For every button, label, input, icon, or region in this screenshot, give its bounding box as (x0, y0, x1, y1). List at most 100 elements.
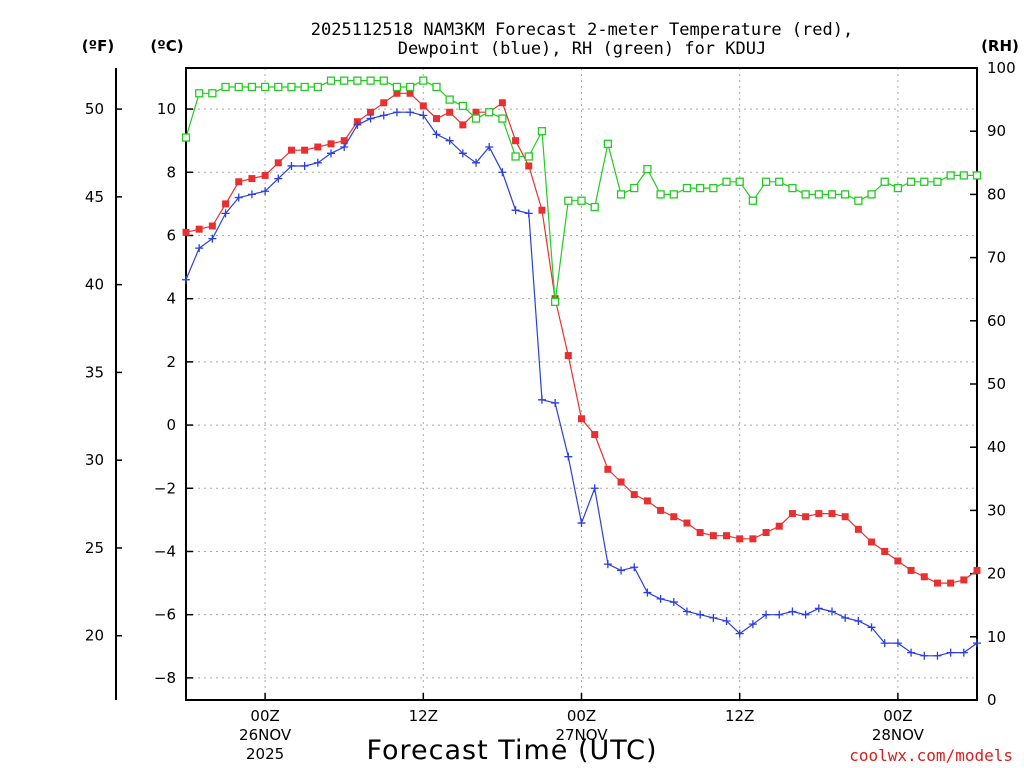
temperature-point (538, 206, 546, 214)
dewpoint-point (182, 275, 190, 284)
temperature-point (419, 102, 427, 110)
temperature-point (393, 89, 401, 97)
temperature-point (788, 510, 796, 518)
dewpoint-point (801, 610, 810, 619)
rh-point (445, 95, 454, 104)
dewpoint-point (841, 613, 850, 622)
temperature-point (472, 108, 480, 116)
dewpoint-point (775, 610, 784, 619)
temperature-point (802, 513, 810, 521)
dewpoint-point (419, 111, 428, 120)
rh-point (801, 190, 810, 199)
rh-point (379, 76, 388, 85)
time-tick-date-label: 28NOV (872, 726, 925, 744)
fahrenheit-tick-label: 25 (85, 539, 104, 557)
rh-tick-label: 20 (987, 565, 1006, 583)
temperature-point (894, 557, 902, 565)
rh-point (300, 82, 309, 92)
temperature-series (182, 89, 981, 587)
dewpoint-line (185, 111, 978, 657)
rh-point (392, 82, 402, 92)
temperature-point (683, 519, 691, 527)
rh-point (854, 196, 863, 205)
rh-point (590, 202, 599, 212)
temperature-point (617, 478, 625, 486)
temperature-point (643, 497, 651, 505)
rh-point (722, 177, 731, 186)
temperature-point (208, 222, 216, 230)
temperature-point (973, 566, 981, 574)
axes: 1086420−2−4−6−85045403530252010090807060… (85, 59, 1016, 763)
temperature-point (578, 415, 585, 423)
dewpoint-point (247, 190, 256, 199)
temperature-point (182, 228, 190, 236)
dewpoint-point (722, 617, 731, 625)
rh-point (247, 82, 257, 92)
temperature-point (406, 89, 414, 97)
rh-point (972, 171, 982, 180)
temperature-point (775, 522, 783, 530)
dewpoint-point (537, 395, 546, 404)
rh-point (498, 114, 507, 123)
time-tick-date-label: 27NOV (555, 726, 608, 744)
rh-point (814, 190, 823, 199)
celsius-tick-label: −4 (154, 542, 176, 560)
temperature-point (525, 162, 533, 170)
time-tick-year-label: 2025 (246, 745, 284, 763)
temperature-point (749, 535, 757, 543)
dewpoint-point (208, 234, 217, 243)
dewpoint-point (287, 161, 296, 170)
dewpoint-point (221, 209, 230, 218)
temperature-point (380, 99, 388, 107)
fahrenheit-tick-label: 35 (85, 363, 104, 381)
rh-point (471, 114, 481, 123)
rh-point (867, 190, 876, 199)
rh-point (550, 297, 560, 306)
dewpoint-point (564, 452, 573, 461)
fahrenheit-tick-label: 30 (85, 451, 104, 469)
temperature-point (367, 108, 375, 116)
time-tick-label: 12Z (725, 707, 754, 725)
rh-point (432, 82, 441, 92)
dewpoint-point (603, 560, 612, 569)
fahrenheit-tick-label: 40 (85, 276, 104, 294)
rh-point (709, 183, 718, 193)
temperature-point (696, 529, 704, 537)
time-tick-label: 12Z (409, 707, 438, 725)
temperature-point (314, 143, 322, 151)
rh-point (893, 183, 903, 193)
rh-point (933, 177, 942, 186)
rh-tick-label: 10 (987, 628, 1006, 646)
dewpoint-point (973, 639, 981, 648)
rh-point (761, 177, 771, 186)
dewpoint-point (933, 651, 942, 660)
time-tick-date-label: 26NOV (239, 726, 292, 744)
celsius-tick-label: 0 (166, 416, 176, 434)
dewpoint-point (406, 108, 415, 117)
dewpoint-point (498, 168, 507, 177)
rh-point (735, 177, 744, 186)
rh-point (181, 133, 191, 142)
temperature-point (248, 175, 256, 183)
temperature-point (301, 146, 309, 154)
dewpoint-point (511, 206, 520, 215)
rh-point (669, 190, 678, 199)
dewpoint-point (762, 610, 771, 619)
series-layer (181, 76, 982, 660)
time-tick-label: 00Z (567, 707, 596, 725)
rh-tick-label: 90 (987, 122, 1006, 140)
rh-tick-label: 80 (987, 185, 1006, 203)
dewpoint-point (590, 484, 599, 493)
rh-point (906, 177, 916, 186)
dewpoint-point (234, 193, 243, 202)
dewpoint-point (656, 594, 665, 603)
celsius-tick-label: 4 (166, 290, 176, 308)
rh-point (880, 177, 889, 186)
rh-point (577, 196, 586, 205)
rh-point (234, 82, 243, 92)
rh-point (405, 82, 415, 92)
rh-point (274, 82, 283, 92)
dewpoint-point (788, 607, 797, 616)
dewpoint-point (524, 209, 533, 218)
